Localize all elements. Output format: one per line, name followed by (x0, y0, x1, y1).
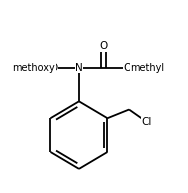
Text: O: O (49, 63, 58, 73)
Text: N: N (75, 63, 83, 73)
Text: methoxy: methoxy (12, 63, 55, 73)
Text: Cl: Cl (142, 117, 152, 127)
Text: methyl: methyl (130, 63, 165, 73)
Text: O: O (99, 41, 108, 51)
Text: O: O (124, 63, 132, 73)
